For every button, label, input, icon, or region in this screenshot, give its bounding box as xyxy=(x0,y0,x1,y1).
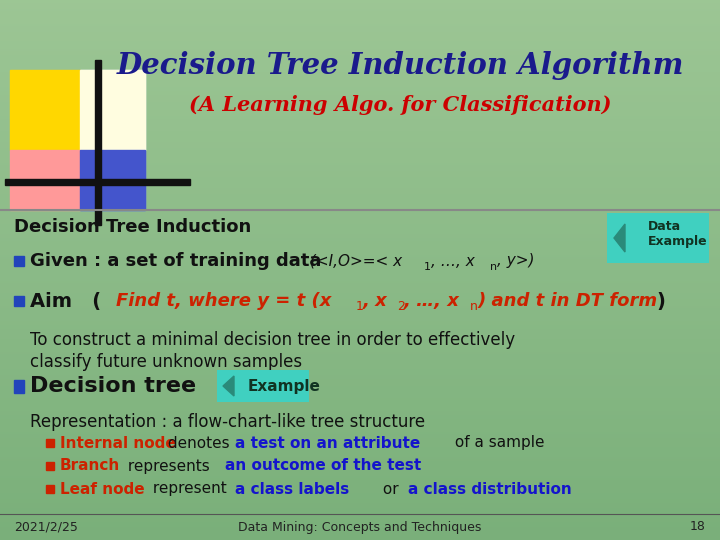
Bar xyxy=(10,70,80,150)
Text: Given : a set of training data: Given : a set of training data xyxy=(30,252,321,270)
Text: Data
Example: Data Example xyxy=(648,220,708,248)
FancyBboxPatch shape xyxy=(607,213,709,263)
Text: a test on an attribute: a test on an attribute xyxy=(235,435,420,450)
Text: classify future unknown samples: classify future unknown samples xyxy=(30,353,302,371)
Bar xyxy=(46,485,54,493)
Text: a class distribution: a class distribution xyxy=(408,482,572,496)
Text: denotes: denotes xyxy=(163,435,235,450)
Text: (<I,O>=< x: (<I,O>=< x xyxy=(305,253,402,268)
Bar xyxy=(14,296,24,306)
Text: n: n xyxy=(490,262,497,272)
Text: 2021/2/25: 2021/2/25 xyxy=(14,521,78,534)
Text: Representation : a flow-chart-like tree structure: Representation : a flow-chart-like tree … xyxy=(30,413,425,431)
Text: n: n xyxy=(470,300,478,314)
Text: Example: Example xyxy=(248,379,321,394)
Polygon shape xyxy=(223,376,234,396)
Text: of a sample: of a sample xyxy=(450,435,544,450)
Text: an outcome of the test: an outcome of the test xyxy=(225,458,421,474)
Text: ): ) xyxy=(656,292,665,310)
Text: Internal node: Internal node xyxy=(60,435,176,450)
Bar xyxy=(95,60,101,225)
Text: , …, x: , …, x xyxy=(431,253,474,268)
Bar xyxy=(14,256,24,266)
Text: To construct a minimal decision tree in order to effectively: To construct a minimal decision tree in … xyxy=(30,331,515,349)
Text: Aim   (: Aim ( xyxy=(30,292,101,310)
Text: ) and t in DT form: ) and t in DT form xyxy=(477,292,657,310)
Bar xyxy=(80,70,145,150)
Text: Decision Tree Induction Algorithm: Decision Tree Induction Algorithm xyxy=(116,51,684,79)
Text: 18: 18 xyxy=(690,521,706,534)
Text: , y>): , y>) xyxy=(497,253,534,268)
Text: or: or xyxy=(378,482,403,496)
Bar xyxy=(46,462,54,470)
Text: Decision tree: Decision tree xyxy=(30,376,196,396)
Text: a class labels: a class labels xyxy=(235,482,349,496)
Text: 1: 1 xyxy=(356,300,364,314)
Text: 1: 1 xyxy=(424,262,431,272)
Text: Find t, where y = t (x: Find t, where y = t (x xyxy=(116,292,331,310)
Text: represent: represent xyxy=(148,482,232,496)
Polygon shape xyxy=(614,224,625,252)
Text: represents: represents xyxy=(123,458,215,474)
Text: , x: , x xyxy=(363,292,388,310)
FancyBboxPatch shape xyxy=(217,370,309,402)
Bar xyxy=(46,439,54,447)
Text: (A Learning Algo. for Classification): (A Learning Algo. for Classification) xyxy=(189,95,611,115)
Text: Branch: Branch xyxy=(60,458,120,474)
Bar xyxy=(80,150,145,210)
Text: 2: 2 xyxy=(397,300,405,314)
Bar xyxy=(5,179,190,185)
Text: Decision Tree Induction: Decision Tree Induction xyxy=(14,218,251,236)
Text: Leaf node: Leaf node xyxy=(60,482,145,496)
Bar xyxy=(80,150,145,210)
Bar xyxy=(14,380,24,393)
Text: , …, x: , …, x xyxy=(404,292,460,310)
Text: Data Mining: Concepts and Techniques: Data Mining: Concepts and Techniques xyxy=(238,521,482,534)
Bar xyxy=(80,70,145,150)
Bar xyxy=(10,150,80,210)
